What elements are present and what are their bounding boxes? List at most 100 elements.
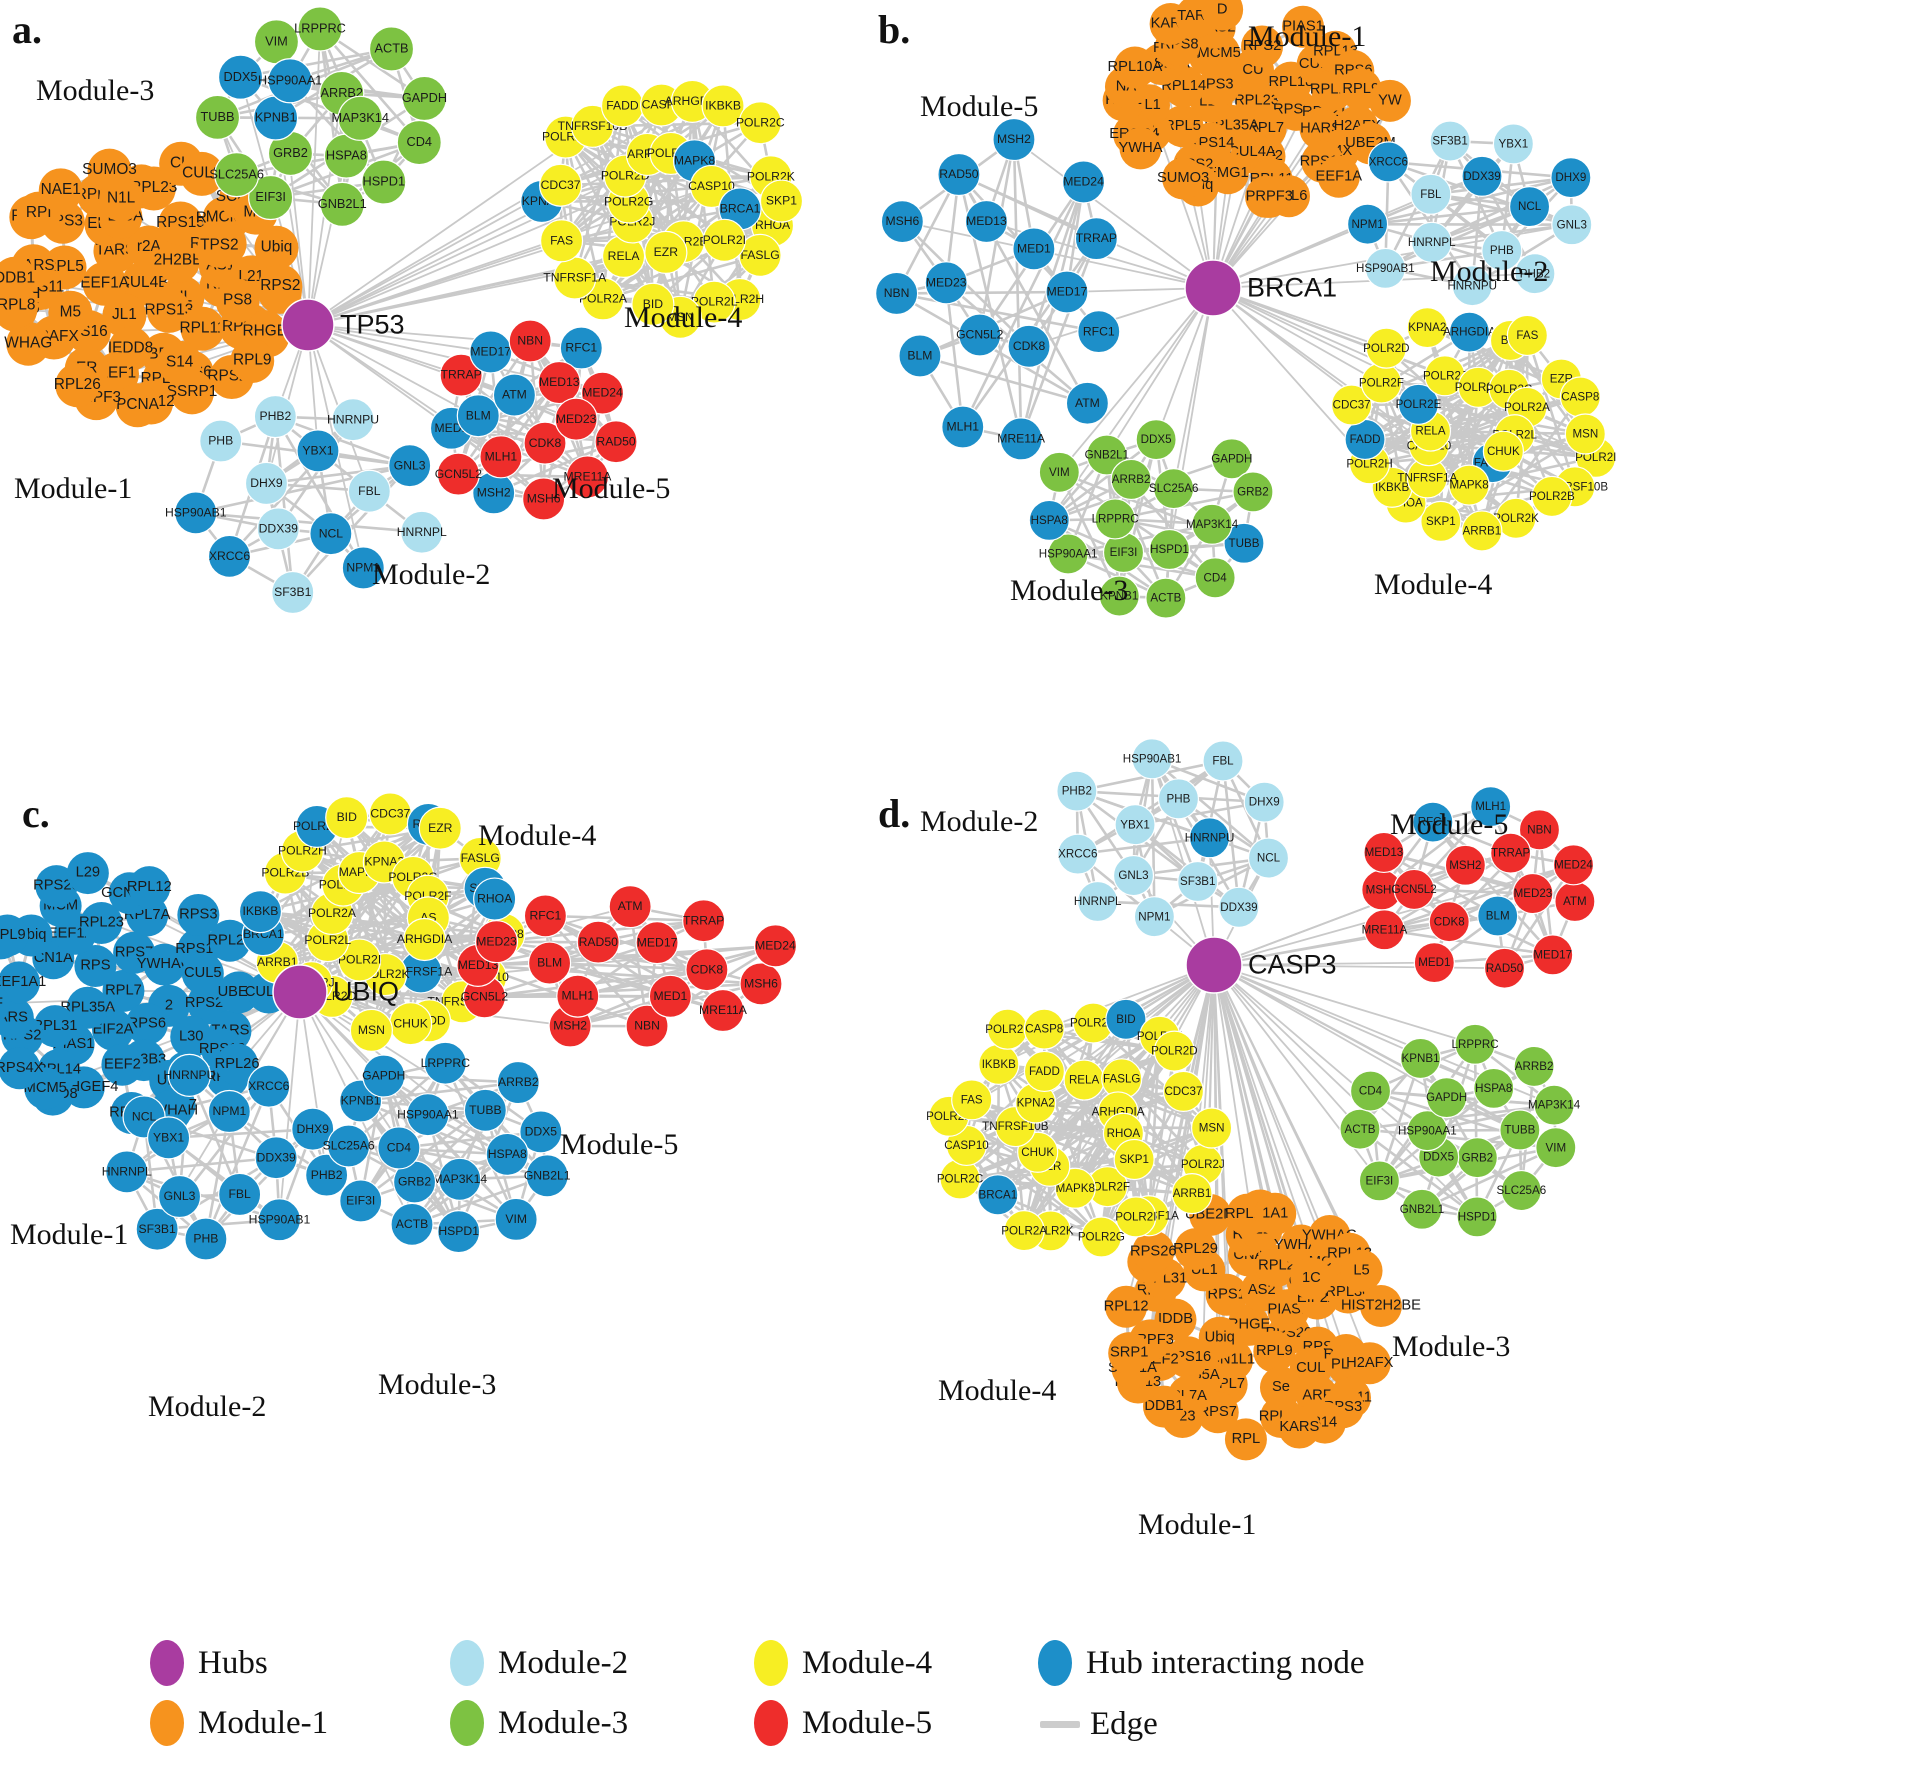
network-node[interactable] [319, 181, 365, 227]
network-node[interactable] [1412, 801, 1454, 843]
network-node[interactable] [1132, 1230, 1175, 1273]
network-node[interactable] [1232, 471, 1274, 513]
network-node[interactable] [759, 179, 804, 223]
network-node[interactable] [1188, 817, 1231, 859]
network-node[interactable] [1533, 1084, 1575, 1126]
network-node[interactable] [1110, 458, 1152, 501]
network-node[interactable] [1340, 1249, 1383, 1292]
network-node[interactable] [556, 974, 600, 1018]
network-node[interactable] [1218, 886, 1260, 928]
network-node[interactable] [167, 1053, 212, 1097]
network-node[interactable] [1278, 1406, 1321, 1449]
network-node[interactable] [400, 510, 444, 554]
network-node[interactable] [1077, 310, 1121, 354]
network-node[interactable] [1444, 844, 1486, 886]
network-node[interactable] [1532, 934, 1574, 976]
network-node[interactable] [539, 219, 584, 263]
network-node[interactable] [377, 1126, 421, 1170]
network-node[interactable] [523, 421, 567, 465]
network-node[interactable] [157, 1174, 202, 1219]
network-node[interactable] [194, 94, 241, 140]
network-node[interactable] [1202, 740, 1244, 782]
network-node[interactable] [1174, 1228, 1217, 1271]
network-node[interactable] [479, 435, 523, 479]
network-node[interactable] [1153, 1030, 1195, 1072]
network-node[interactable] [215, 278, 260, 323]
network-node[interactable] [1153, 467, 1195, 510]
network-node[interactable] [1241, 25, 1284, 68]
network-node[interactable] [1349, 1070, 1392, 1112]
network-node[interactable] [1074, 217, 1118, 261]
network-node[interactable] [217, 971, 260, 1014]
network-node[interactable] [753, 924, 798, 968]
network-node[interactable] [439, 353, 483, 397]
network-node[interactable] [1194, 557, 1236, 599]
network-node[interactable] [1506, 314, 1548, 357]
network-node[interactable] [105, 1150, 149, 1194]
network-node[interactable] [898, 334, 942, 378]
network-node[interactable] [739, 962, 783, 1006]
network-node[interactable] [396, 119, 442, 166]
network-node[interactable] [1550, 157, 1592, 199]
network-node[interactable] [565, 455, 610, 499]
network-node[interactable] [347, 469, 391, 513]
network-node[interactable] [1162, 1070, 1205, 1112]
network-node[interactable] [216, 1043, 259, 1086]
network-node[interactable] [33, 1005, 76, 1048]
network-node[interactable] [999, 417, 1043, 461]
network-node[interactable] [436, 452, 480, 496]
network-node[interactable] [337, 938, 382, 982]
network-node[interactable] [0, 1047, 41, 1090]
network-node[interactable] [1420, 500, 1462, 542]
network-node[interactable] [1368, 79, 1411, 122]
network-node[interactable] [1490, 832, 1532, 874]
network-node[interactable] [309, 512, 353, 556]
network-node[interactable] [1201, 0, 1244, 31]
network-node[interactable] [1190, 1107, 1233, 1149]
network-node[interactable] [1363, 831, 1405, 874]
network-node[interactable] [1115, 1196, 1157, 1238]
network-node[interactable] [361, 159, 407, 205]
network-node[interactable] [1157, 778, 1200, 820]
network-node[interactable] [101, 1043, 144, 1086]
network-node[interactable] [339, 1179, 383, 1223]
network-node[interactable] [880, 199, 924, 244]
network-node[interactable] [1461, 510, 1503, 552]
network-node[interactable] [1131, 738, 1173, 780]
network-node[interactable] [125, 1002, 168, 1045]
network-node[interactable] [158, 201, 203, 246]
network-node[interactable] [1477, 895, 1519, 937]
network-node[interactable] [143, 943, 186, 986]
network-node[interactable] [485, 1132, 529, 1176]
network-node[interactable] [181, 952, 224, 995]
hub-node-ubiq[interactable] [272, 964, 328, 1020]
network-node[interactable] [1045, 270, 1089, 314]
network-node[interactable] [1535, 1127, 1577, 1169]
network-node[interactable] [682, 899, 726, 943]
network-node[interactable] [247, 1064, 291, 1108]
network-node[interactable] [291, 1107, 335, 1151]
network-node[interactable] [207, 534, 252, 578]
network-node[interactable] [456, 394, 500, 438]
network-node[interactable] [473, 877, 517, 921]
network-node[interactable] [580, 371, 625, 415]
network-node[interactable] [1428, 901, 1470, 943]
network-node[interactable] [207, 1089, 251, 1134]
network-node[interactable] [238, 890, 283, 934]
network-node[interactable] [157, 340, 202, 385]
network-node[interactable] [559, 326, 603, 370]
network-node[interactable] [1248, 175, 1291, 218]
network-node[interactable] [1171, 1173, 1213, 1215]
network-node[interactable] [305, 1153, 349, 1197]
network-node[interactable] [1112, 854, 1155, 897]
network-node[interactable] [1259, 1366, 1302, 1409]
network-node[interactable] [1473, 1067, 1515, 1109]
network-node[interactable] [177, 893, 220, 936]
network-node[interactable] [253, 394, 297, 439]
network-node[interactable] [554, 397, 598, 441]
network-node[interactable] [337, 95, 383, 141]
network-node[interactable] [1518, 809, 1561, 851]
network-node[interactable] [217, 54, 264, 100]
network-node[interactable] [102, 293, 147, 338]
network-node[interactable] [0, 961, 40, 1004]
